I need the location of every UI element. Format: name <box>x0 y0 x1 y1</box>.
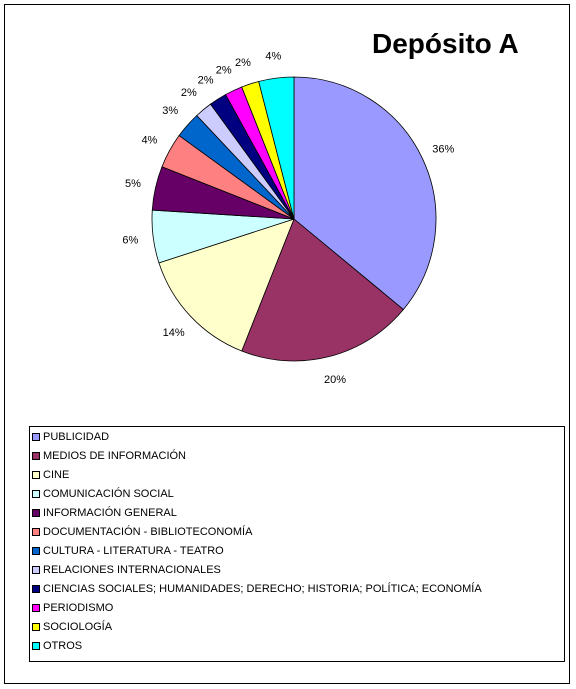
legend-label: INFORMACIÓN GENERAL <box>43 507 177 519</box>
legend-swatch <box>32 509 40 517</box>
data-label-cine: 14% <box>163 327 185 339</box>
data-label-ciencias-sociales-humanidades-derecho-historia-politica-economia: 2% <box>198 75 214 87</box>
data-label-periodismo: 2% <box>216 65 232 77</box>
legend-swatch <box>32 452 40 460</box>
legend-swatch <box>32 642 40 650</box>
pie-slice-otros <box>258 76 295 220</box>
legend-label: COMUNICACIÓN SOCIAL <box>43 488 174 500</box>
legend-swatch <box>32 585 40 593</box>
legend-swatch <box>32 566 40 574</box>
data-label-otros: 4% <box>265 50 281 62</box>
pie-chart: 36%20%14%6%5%4%3%2%2%2%2%4% <box>122 50 454 386</box>
legend-label: CIENCIAS SOCIALES; HUMANIDADES; DERECHO;… <box>43 583 482 595</box>
chart-title: Depósito A <box>372 28 519 59</box>
legend-swatch <box>32 623 40 631</box>
legend-label: SOCIOLOGÍA <box>43 621 113 633</box>
legend-swatch <box>32 604 40 612</box>
legend-label: CULTURA - LITERATURA - TEATRO <box>43 545 224 557</box>
data-label-informacion-general: 5% <box>125 178 141 190</box>
data-label-documentacion-biblioteconomia: 4% <box>141 135 157 147</box>
legend-label: PUBLICIDAD <box>43 431 110 443</box>
legend: PUBLICIDAD MEDIOS DE INFORMACIÓN CINE COMUN… <box>29 426 565 662</box>
pie-slice-publicidad <box>293 76 437 311</box>
legend-item-publicidad: PUBLICIDAD <box>32 429 109 445</box>
data-label-sociologia: 2% <box>235 57 251 69</box>
legend-swatch <box>32 490 40 498</box>
legend-item-documentacion-biblioteconomia: DOCUMENTACIÓN - BIBLIOTECONOMÍA <box>32 524 252 540</box>
legend-label: DOCUMENTACIÓN - BIBLIOTECONOMÍA <box>43 526 253 538</box>
legend-item-comunicacion-social: COMUNICACIÓN SOCIAL <box>32 486 174 502</box>
legend-swatch <box>32 528 40 536</box>
data-label-publicidad: 36% <box>432 144 454 156</box>
legend-item-sociologia: SOCIOLOGÍA <box>32 619 112 635</box>
legend-swatch <box>32 471 40 479</box>
legend-item-cine: CINE <box>32 467 69 483</box>
legend-label: RELACIONES INTERNACIONALES <box>43 564 221 576</box>
legend-item-ciencias-sociales-humanidades-derecho-historia-politica-economia: CIENCIAS SOCIALES; HUMANIDADES; DERECHO;… <box>32 581 482 597</box>
legend-swatch <box>32 433 40 441</box>
legend-label: PERIODISMO <box>43 602 114 614</box>
legend-item-informacion-general: INFORMACIÓN GENERAL <box>32 505 177 521</box>
legend-swatch <box>32 547 40 555</box>
legend-label: OTROS <box>43 640 83 652</box>
data-label-cultura-literatura-teatro: 3% <box>162 105 178 117</box>
pie-slice-medios-de-informacion <box>241 218 404 362</box>
data-label-relaciones-internacionales: 2% <box>181 87 197 99</box>
legend-item-cultura-literatura-teatro: CULTURA - LITERATURA - TEATRO <box>32 543 224 559</box>
legend-item-otros: OTROS <box>32 638 82 654</box>
legend-label: CINE <box>43 469 70 481</box>
data-label-comunicacion-social: 6% <box>122 235 138 247</box>
data-label-medios-de-informacion: 20% <box>324 374 346 386</box>
legend-item-medios-de-informacion: MEDIOS DE INFORMACIÓN <box>32 448 186 464</box>
legend-label: MEDIOS DE INFORMACIÓN <box>43 450 187 462</box>
legend-item-relaciones-internacionales: RELACIONES INTERNACIONALES <box>32 562 221 578</box>
legend-item-periodismo: PERIODISMO <box>32 600 113 616</box>
